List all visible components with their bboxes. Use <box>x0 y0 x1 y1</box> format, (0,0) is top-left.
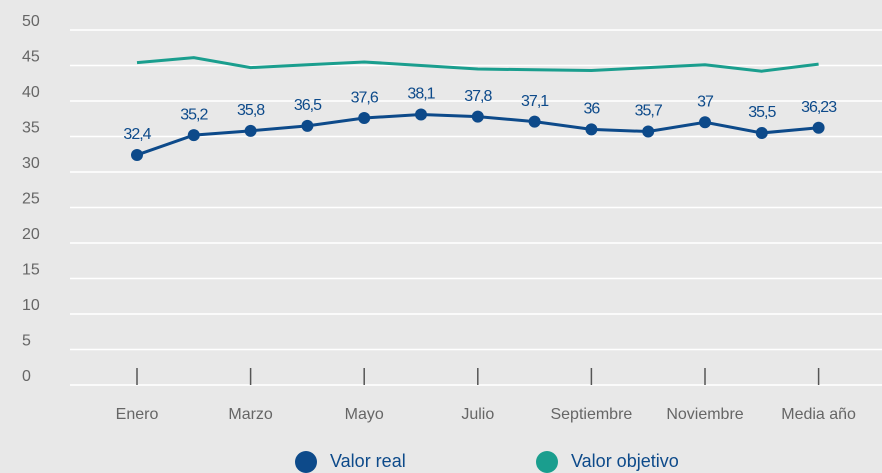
x-tick-label: Noviembre <box>666 406 743 423</box>
value-label: 32,4 <box>123 126 151 143</box>
legend-swatch <box>536 451 558 473</box>
data-point <box>585 123 598 136</box>
y-tick-label: 40 <box>22 84 40 101</box>
data-point <box>301 119 314 132</box>
data-point <box>642 125 655 138</box>
legend-label: Valor real <box>330 451 406 471</box>
y-tick-label: 50 <box>22 13 40 30</box>
value-label: 35,2 <box>180 106 208 123</box>
data-point <box>528 115 541 128</box>
value-label: 37,1 <box>521 93 549 110</box>
y-tick-label: 20 <box>22 226 40 243</box>
data-point <box>244 124 257 137</box>
data-point <box>812 121 825 134</box>
data-point <box>699 116 711 129</box>
data-point <box>358 112 371 125</box>
data-point <box>755 126 768 139</box>
y-tick-label: 30 <box>22 155 40 172</box>
data-point <box>415 108 427 121</box>
y-tick-label: 15 <box>22 262 40 279</box>
value-label: 37,8 <box>464 88 492 105</box>
x-tick-label: Septiembre <box>550 406 632 423</box>
y-tick-label: 10 <box>22 297 40 314</box>
value-label: 35,7 <box>635 103 663 120</box>
value-label: 38,1 <box>407 86 435 103</box>
legend-swatch <box>295 451 317 473</box>
x-tick-label: Julio <box>461 406 494 423</box>
value-label: 36 <box>584 101 601 118</box>
value-label: 36,5 <box>294 97 322 114</box>
series-line <box>136 56 819 73</box>
x-tick-label: Enero <box>116 406 159 423</box>
y-tick-label: 35 <box>22 120 40 137</box>
x-tick-label: Marzo <box>228 406 273 423</box>
data-point <box>131 148 143 161</box>
value-label: 35,8 <box>237 102 265 119</box>
x-tick-label: Media año <box>781 406 856 423</box>
data-point <box>471 110 484 123</box>
value-label: 37 <box>697 94 714 111</box>
legend-label: Valor objetivo <box>571 451 679 471</box>
y-tick-label: 5 <box>22 333 31 350</box>
y-tick-label: 25 <box>22 191 40 208</box>
x-tick-label: Mayo <box>345 406 384 423</box>
y-tick-label: 45 <box>22 49 40 66</box>
y-tick-label: 0 <box>22 368 31 385</box>
value-label: 36,23 <box>801 99 837 116</box>
value-label: 35,5 <box>748 104 776 121</box>
value-label: 37,6 <box>351 89 379 106</box>
data-point <box>187 129 200 142</box>
